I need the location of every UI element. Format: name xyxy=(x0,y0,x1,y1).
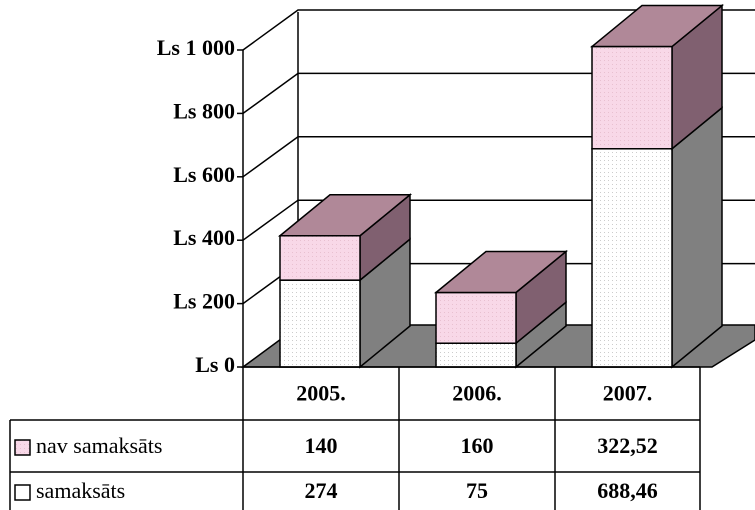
bar xyxy=(591,148,673,368)
legend-swatch xyxy=(14,484,31,501)
bar-side xyxy=(671,106,723,369)
y-tick-label: Ls 0 xyxy=(195,352,235,377)
y-tick-label: Ls 200 xyxy=(173,289,235,314)
table-value: 274 xyxy=(305,478,338,503)
x-tick-label: 2005. xyxy=(296,381,346,406)
y-tick-label: Ls 600 xyxy=(173,162,235,187)
table-value: 160 xyxy=(461,433,494,458)
bar-top xyxy=(433,250,569,294)
bar xyxy=(435,342,517,368)
table-value: 322,52 xyxy=(597,433,658,458)
legend-label: nav samaksāts xyxy=(36,433,162,458)
table-value: 140 xyxy=(305,433,338,458)
bar xyxy=(435,291,517,344)
table-value: 688,46 xyxy=(597,478,658,503)
grid-line xyxy=(242,9,755,51)
table-value: 75 xyxy=(466,478,488,503)
bar xyxy=(279,279,361,368)
x-tick-label: 2006. xyxy=(452,381,502,406)
bar xyxy=(279,235,361,281)
bar-top xyxy=(589,4,725,48)
y-tick-label: Ls 400 xyxy=(173,225,235,250)
y-tick-label: Ls 800 xyxy=(173,98,235,123)
legend-swatch xyxy=(14,439,31,456)
x-tick-label: 2007. xyxy=(603,381,653,406)
bar-top xyxy=(277,194,413,237)
bar xyxy=(591,45,673,150)
legend-label: samaksāts xyxy=(36,478,125,503)
y-tick-label: Ls 1 000 xyxy=(157,35,235,60)
